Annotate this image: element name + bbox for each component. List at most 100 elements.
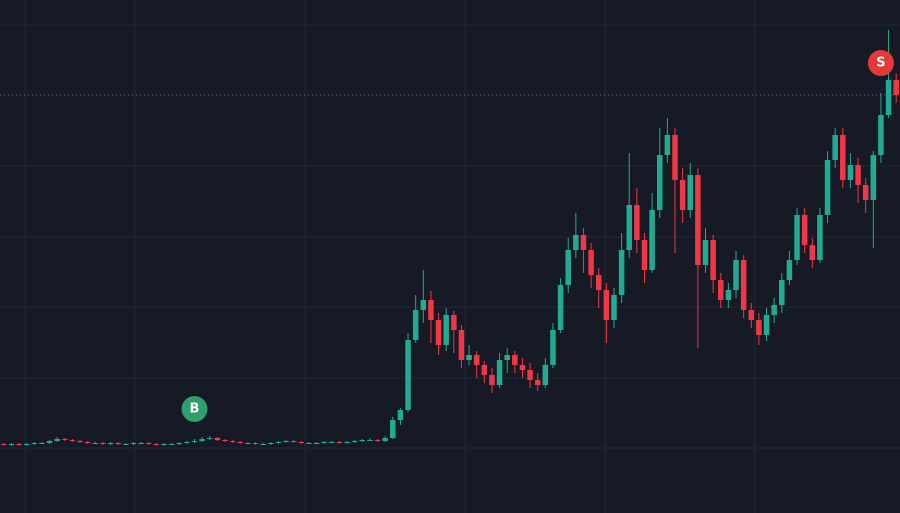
candle-body (565, 250, 571, 285)
candle-body (893, 80, 899, 95)
candle-body (8, 444, 15, 445)
candle-body (885, 80, 892, 115)
candle-body (519, 365, 526, 370)
candle-body (31, 443, 38, 444)
candle-body (115, 443, 121, 444)
candle-body (878, 115, 884, 155)
candle-body (855, 165, 861, 185)
candle-body (306, 443, 312, 444)
candle-body (702, 240, 709, 265)
candle-body (771, 305, 777, 315)
candle-body (214, 438, 221, 440)
candle-body (733, 260, 739, 290)
candle-body (603, 290, 610, 320)
candle-body (618, 250, 625, 295)
candle-body (420, 300, 427, 310)
candle-body (489, 375, 495, 385)
candle-body (870, 155, 877, 200)
candle-body (138, 443, 144, 444)
candle-body (634, 205, 640, 240)
candle-body (176, 443, 182, 444)
candle-body (664, 135, 671, 155)
candle-body (496, 360, 503, 385)
candle-body (130, 443, 137, 444)
candle-body (672, 135, 678, 180)
candle-body (428, 300, 434, 320)
candle-body (740, 260, 747, 310)
candle-body (374, 440, 381, 441)
candle-body (473, 355, 480, 365)
candle-body (824, 160, 831, 215)
candle-body (710, 240, 716, 280)
candle-body (435, 320, 442, 345)
candle-body (451, 315, 457, 330)
candle-body (168, 444, 175, 445)
candle-body (687, 175, 693, 210)
candle-body (153, 444, 160, 445)
candle-body (504, 355, 510, 360)
candle-body (229, 441, 236, 442)
candle-body (809, 245, 816, 260)
candle-body (245, 443, 251, 444)
candle-body (54, 439, 60, 441)
candle-body (252, 443, 259, 444)
candle-body (145, 443, 152, 444)
candle-body (268, 443, 274, 444)
candle-body (588, 250, 594, 275)
candle-body (412, 310, 419, 340)
candle-body (756, 320, 762, 335)
candle-body (840, 135, 846, 180)
candle-body (534, 380, 541, 385)
candle-body (107, 443, 114, 444)
candle-body (275, 442, 282, 443)
signal-badge (181, 396, 208, 422)
candle-body (351, 441, 358, 442)
candle-body (763, 315, 770, 335)
candle-body (39, 443, 45, 444)
candle-body (557, 285, 564, 330)
candle-body (512, 355, 518, 365)
candle-body (550, 330, 556, 365)
candle-body (611, 295, 617, 320)
candle-body (397, 410, 404, 420)
candle-body (367, 440, 373, 441)
candle-body (100, 443, 106, 444)
candle-body (23, 444, 30, 445)
candle-body (69, 440, 76, 441)
candle-body (184, 442, 190, 443)
candle-body (748, 310, 755, 320)
candle-body (123, 444, 129, 445)
candle-body (695, 175, 701, 265)
candle-body (16, 444, 22, 445)
signal-marker: B (181, 396, 208, 422)
candle-body (794, 215, 800, 260)
candle-body (779, 280, 785, 305)
candle-body (321, 442, 327, 443)
candle-body (260, 444, 266, 445)
candle-body (573, 235, 579, 250)
signal-label: B (190, 402, 200, 417)
candle-body (481, 365, 488, 375)
candle-body (359, 440, 366, 441)
candle-body (84, 442, 91, 443)
candle-body (626, 205, 632, 250)
candle-body (191, 441, 198, 442)
candle-body (344, 442, 350, 443)
candle-body (847, 165, 854, 180)
signal-badge (867, 50, 894, 76)
candle-body (679, 180, 686, 210)
candle-body (641, 240, 648, 270)
candle-body (862, 185, 869, 200)
candle-body (786, 260, 793, 280)
candle-body (390, 420, 396, 438)
candle-body (290, 441, 297, 442)
candle-body (329, 442, 335, 443)
candle-body (725, 290, 732, 300)
signal-label: S (876, 56, 885, 71)
candle-body (595, 275, 602, 290)
candle-body (542, 365, 549, 385)
candle-body (405, 340, 411, 410)
